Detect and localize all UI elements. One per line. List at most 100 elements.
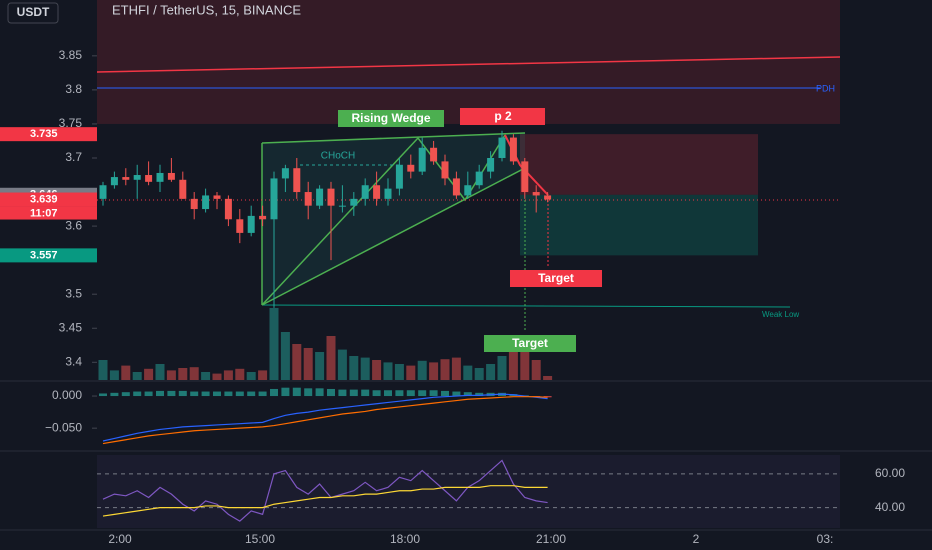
volume-bar — [109, 370, 119, 380]
y-tick-label: 40.00 — [875, 500, 905, 514]
candle-body — [509, 137, 517, 162]
candle-body — [430, 147, 438, 162]
macd-histogram — [338, 389, 347, 397]
x-label: 2:00 — [108, 532, 132, 546]
y-tick-label: 3.5 — [65, 286, 82, 300]
x-label: 03: — [817, 532, 834, 546]
chart-title: ETHFI / TetherUS, 15, BINANCE — [112, 2, 301, 17]
candle-body — [281, 168, 289, 179]
label-box — [484, 335, 576, 352]
countdown: 11:07 — [30, 207, 58, 219]
macd-histogram — [258, 391, 267, 397]
candle-body — [259, 215, 267, 220]
macd-histogram — [235, 391, 244, 397]
candle-body — [452, 178, 460, 196]
volume-bar — [508, 344, 518, 380]
macd-histogram — [543, 396, 552, 398]
candle-body — [544, 195, 552, 200]
y-tick-label: 3.7 — [65, 150, 82, 164]
price-tag-label: 3.639 — [30, 193, 58, 205]
y-tick-label: 60.00 — [875, 466, 905, 480]
volume-bar — [189, 367, 199, 380]
volume-bar — [201, 372, 211, 380]
macd-histogram — [167, 390, 176, 397]
macd-histogram — [327, 388, 335, 397]
candle-body — [475, 171, 483, 186]
stop-zone — [520, 134, 758, 195]
volume-bar — [155, 364, 165, 380]
candle-body — [532, 192, 540, 196]
x-label: 2 — [693, 532, 700, 546]
volume-bar — [269, 308, 279, 380]
volume-bar — [166, 370, 176, 380]
weak-low-line — [261, 304, 791, 308]
volume-bar — [429, 362, 439, 380]
macd-histogram — [224, 391, 233, 397]
volume-bar — [383, 362, 393, 380]
y-tick-label: 3.85 — [59, 48, 83, 62]
annotation: p 2 — [494, 109, 512, 123]
macd-histogram — [349, 389, 358, 397]
volume-bar — [360, 357, 370, 380]
countdown-tag — [0, 206, 97, 220]
price-tag — [0, 248, 97, 263]
macd-histogram — [201, 391, 210, 397]
macd-histogram — [384, 390, 392, 397]
y-tick-label: −0.050 — [45, 420, 82, 434]
annotation: Rising Wedge — [351, 111, 430, 125]
candle-body — [179, 179, 187, 199]
macd-histogram — [281, 387, 290, 397]
macd-histogram — [178, 390, 187, 397]
signal-line — [102, 396, 548, 445]
macd-histogram — [133, 391, 142, 397]
volume-bar — [337, 349, 347, 380]
volume-bar — [474, 368, 484, 380]
zone — [97, 0, 840, 124]
volume-bar — [235, 368, 245, 380]
candle-body — [213, 195, 221, 199]
macd-histogram — [372, 390, 381, 397]
y-tick-label: 3.6 — [65, 218, 82, 232]
volume-bar — [246, 372, 256, 380]
candle-body — [373, 185, 381, 199]
x-label: 15:00 — [245, 532, 275, 546]
macd-histogram — [395, 390, 404, 397]
wedge-line — [261, 132, 526, 144]
y-tick-label: 3.4 — [65, 354, 82, 368]
volume-bar — [258, 370, 268, 380]
macd-histogram — [463, 392, 472, 397]
candle-body — [316, 188, 324, 206]
candle-body — [156, 172, 164, 182]
currency[interactable]: USDT — [17, 5, 50, 19]
volume-bar — [303, 348, 313, 380]
annotation: Target — [538, 271, 574, 285]
price-tag — [0, 127, 97, 142]
label-box — [338, 110, 444, 127]
candle-body — [361, 185, 369, 199]
currency-button[interactable] — [7, 2, 59, 24]
volume-bar — [372, 360, 382, 380]
annotation: PDH — [816, 83, 835, 93]
volume-bar — [394, 364, 404, 380]
candle-body — [395, 164, 403, 189]
volume-bar — [132, 372, 142, 380]
macd-histogram — [418, 390, 427, 397]
volume-bar — [326, 336, 336, 380]
candle-body — [99, 185, 107, 199]
volume-bar — [212, 373, 222, 380]
candle-body — [498, 137, 506, 158]
candle-body — [464, 185, 472, 196]
price-tag-label: 3.557 — [30, 249, 58, 261]
y-tick-label: 3.45 — [59, 320, 83, 334]
candle-body — [487, 157, 495, 172]
candle-body — [236, 219, 244, 233]
macd-histogram — [304, 388, 313, 397]
candle-body — [418, 147, 426, 172]
candle-body — [202, 195, 210, 210]
macd-histogram — [121, 392, 130, 397]
annotation: CHoCH — [321, 151, 355, 162]
wedge-line — [261, 167, 526, 306]
volume-bar — [223, 370, 233, 380]
